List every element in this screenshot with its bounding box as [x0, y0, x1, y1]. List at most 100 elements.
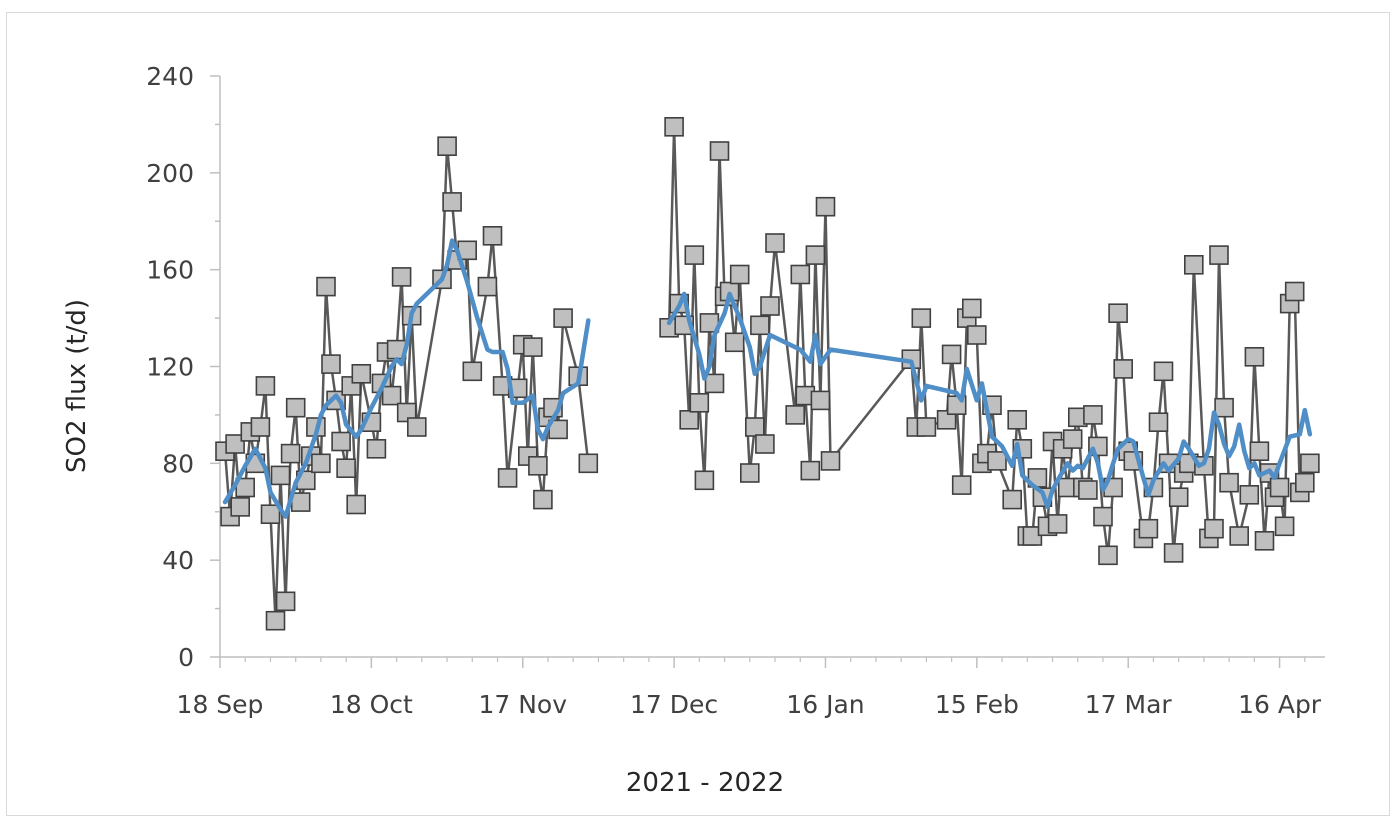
daily-point [1249, 441, 1270, 462]
daily-point [1209, 245, 1229, 265]
daily-point [1284, 281, 1305, 302]
daily-point [664, 117, 684, 137]
daily-point [1269, 477, 1290, 498]
daily-point [482, 226, 503, 246]
daily-point [225, 434, 245, 454]
daily-point [1168, 487, 1189, 508]
daily-point [951, 475, 972, 495]
daily-point [916, 417, 937, 437]
daily-point [290, 492, 311, 512]
daily-point [285, 397, 306, 418]
daily-point [1163, 543, 1184, 563]
y-tick-label: 240 [146, 62, 194, 91]
daily-point [1254, 530, 1275, 551]
daily-point [1204, 518, 1224, 539]
daily-point [1098, 545, 1118, 566]
daily-point [936, 409, 957, 430]
daily-point [1300, 453, 1320, 474]
daily-point [1078, 480, 1098, 500]
smoothed-series-line [222, 238, 591, 519]
daily-point [578, 453, 599, 474]
daily-point [987, 451, 1007, 471]
y-axis: 0 40 80 120 160 200 240 [146, 62, 221, 672]
daily-point [709, 141, 730, 161]
daily-point [270, 465, 291, 486]
daily-point [815, 196, 836, 217]
daily-point [1184, 255, 1204, 275]
x-tick-label: 17 Dec [630, 690, 718, 719]
daily-point [1047, 514, 1068, 534]
daily-point [755, 434, 775, 454]
daily-point [497, 468, 518, 488]
daily-point [1138, 518, 1159, 539]
daily-point [941, 344, 962, 365]
daily-point [255, 376, 276, 396]
x-axis: 18 Sep 18 Oct 17 Nov 17 Dec 16 Jan 15 Feb 17 M… [177, 656, 1325, 719]
daily-point [442, 192, 462, 212]
daily-point [694, 470, 715, 491]
daily-point [1002, 489, 1023, 510]
daily-point [1244, 346, 1265, 367]
y-tick-label: 160 [146, 256, 194, 285]
daily-point [765, 233, 785, 253]
daily-point [280, 443, 301, 464]
daily-point [1274, 516, 1295, 537]
daily-point [406, 417, 427, 437]
daily-point [396, 402, 417, 423]
x-tick-label: 18 Oct [330, 690, 413, 719]
daily-point [321, 354, 341, 374]
daily-point [1093, 506, 1113, 527]
daily-point [437, 136, 457, 156]
x-tick-label: 17 Nov [478, 690, 567, 719]
daily-point [1219, 472, 1239, 493]
daily-point [684, 245, 705, 265]
daily-point [744, 417, 765, 437]
daily-point [1083, 405, 1103, 425]
daily-point [1113, 359, 1133, 379]
daily-point [790, 264, 811, 285]
daily-point [391, 267, 412, 287]
daily-point [366, 438, 387, 459]
daily-point [810, 390, 831, 411]
daily-point [331, 431, 351, 452]
daily-point [250, 417, 271, 437]
daily-point [724, 332, 745, 353]
daily-point [1007, 409, 1028, 430]
daily-point [1239, 484, 1260, 505]
daily-point [760, 296, 780, 316]
daily-point [820, 451, 841, 471]
daily-point [1148, 412, 1169, 433]
y-tick-label: 0 [178, 643, 194, 672]
daily-point [311, 453, 331, 474]
daily-point [729, 264, 750, 285]
daily-point [381, 385, 402, 406]
daily-point [522, 337, 543, 357]
y-axis-title: SO2 flux (t/d) [62, 299, 92, 473]
daily-series [215, 117, 1320, 631]
daily-series-line [223, 144, 590, 622]
daily-point [346, 494, 367, 515]
daily-point [1295, 472, 1315, 493]
daily-point [785, 405, 806, 425]
daily-point [805, 245, 826, 265]
daily-point [679, 409, 700, 430]
smoothed-series-line [666, 291, 1313, 510]
daily-point [750, 315, 770, 336]
daily-point [704, 373, 725, 394]
daily-point [1229, 526, 1249, 546]
x-tick-label: 16 Apr [1238, 690, 1322, 719]
y-tick-label: 80 [162, 449, 194, 478]
daily-point [739, 463, 760, 483]
x-tick-label: 17 Mar [1085, 690, 1173, 719]
x-tick-label: 15 Feb [935, 690, 1019, 719]
x-tick-label: 18 Sep [177, 690, 264, 719]
x-axis-title: 2021 - 2022 [626, 768, 784, 798]
x-tick-label: 16 Jan [786, 690, 864, 719]
y-tick-label: 200 [146, 159, 194, 188]
y-tick-label: 120 [146, 353, 194, 382]
daily-point [1153, 361, 1174, 382]
daily-point [961, 298, 982, 319]
daily-point [230, 497, 250, 517]
daily-point [800, 460, 821, 481]
